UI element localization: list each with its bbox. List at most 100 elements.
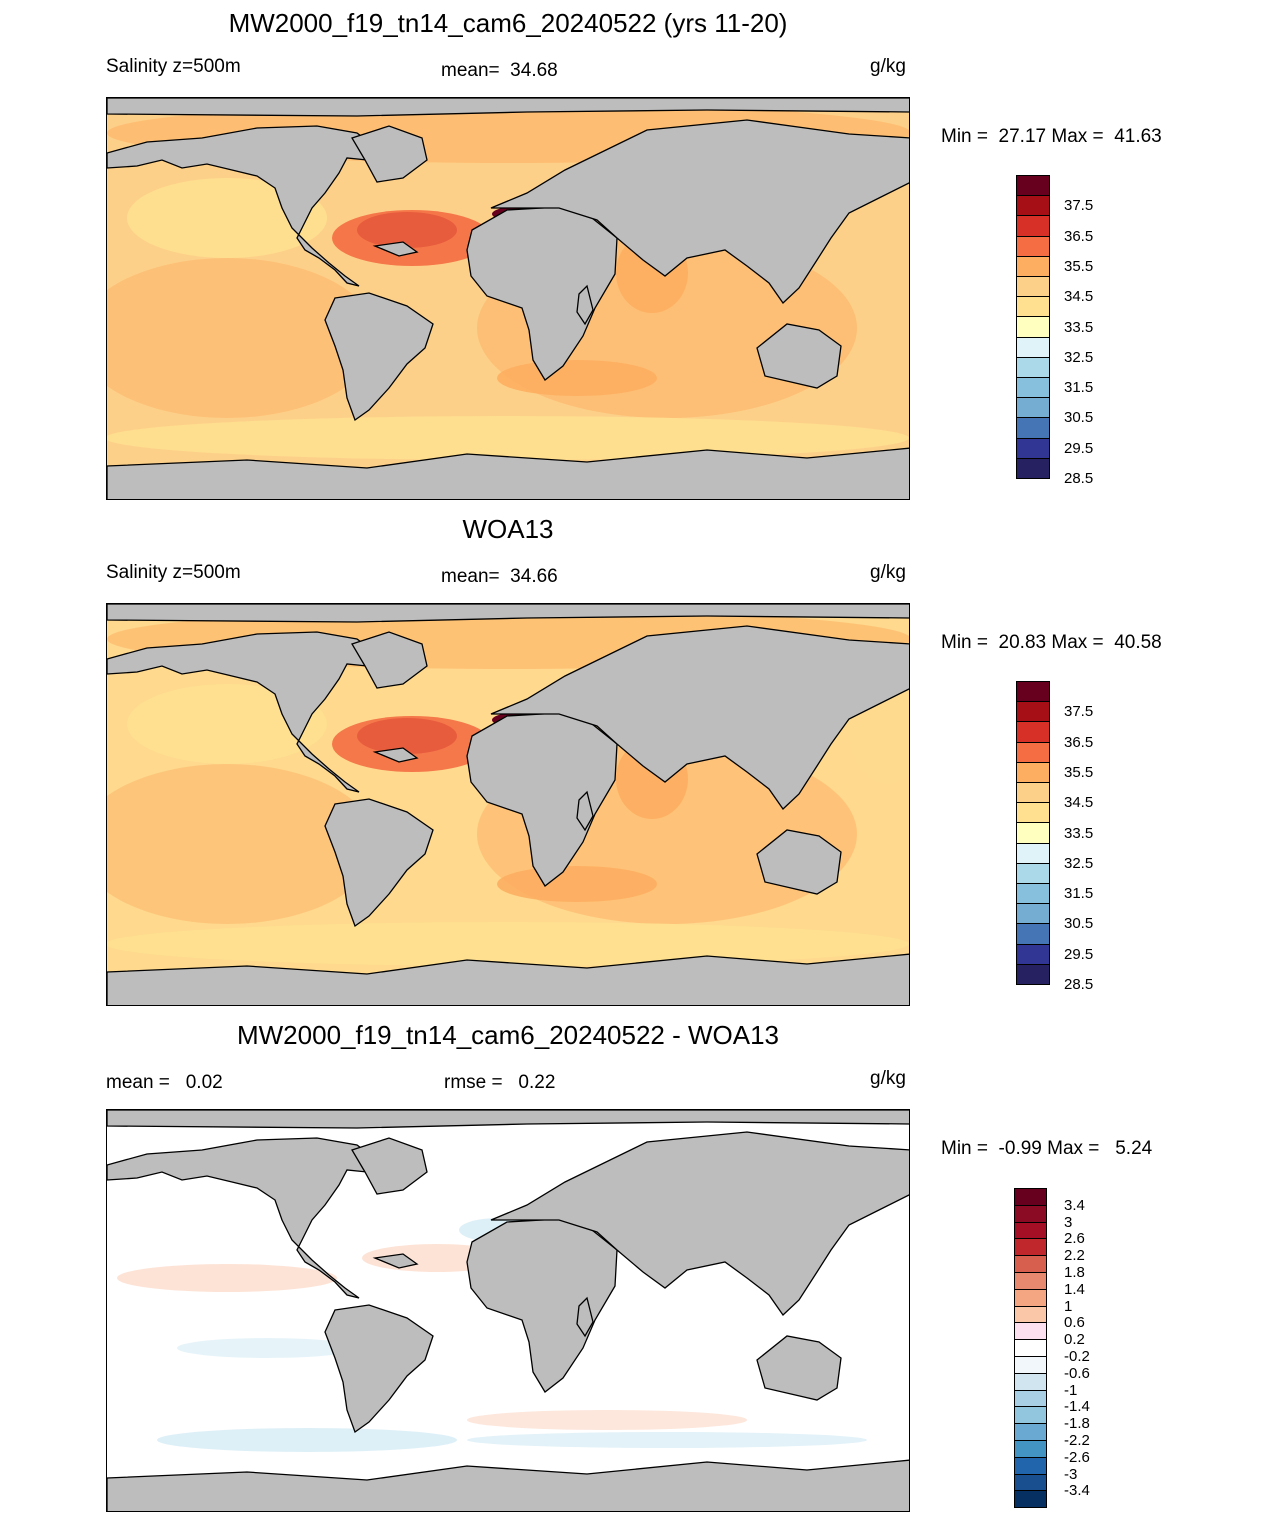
colorbar-swatch [1016,316,1050,338]
colorbar-label: 34.5 [1064,794,1094,812]
colorbar-swatch [1016,255,1050,277]
colorbar-swatch [1014,1322,1047,1341]
units-label: g/kg [870,562,906,583]
colorbar-label: 29.5 [1064,945,1094,963]
colorbar-label: 1.8 [1064,1264,1085,1281]
rmse-label: rmse = 0.22 [444,1072,556,1093]
colorbar-label: 29.5 [1064,439,1094,457]
colorbar-swatch [1016,336,1050,358]
model-panel: MW2000_f19_tn14_cam6_20240522 (yrs 11-20… [0,0,1285,506]
colorbar-swatch [1016,397,1050,419]
colorbar-swatch [1016,235,1050,257]
colorbar-label: 3.4 [1064,1196,1085,1214]
colorbar-label: 36.5 [1064,733,1094,751]
panel-title: MW2000_f19_tn14_cam6_20240522 (yrs 11-20… [228,8,788,38]
difference-panel: MW2000_f19_tn14_cam6_20240522 - WOA13 me… [0,1012,1285,1518]
colorbar-label: -1.4 [1064,1398,1090,1416]
colorbar-swatch [1016,276,1050,298]
colorbar-label: 0.2 [1064,1331,1085,1349]
colorbar-swatch [1014,1490,1047,1509]
colorbar-swatch [1016,741,1050,763]
colorbar-label: 28.5 [1064,976,1094,993]
colorbar-label: 34.5 [1064,288,1094,306]
salinity-map-model [106,97,910,500]
colorbar-label: -3 [1064,1465,1078,1483]
colorbar-swatch [1014,1288,1047,1307]
colorbar-swatch [1014,1255,1047,1273]
obs-panel: WOA13 Salinity z=500m mean= 34.66 g/kg M… [0,506,1285,1012]
colorbar-label: 0.6 [1064,1314,1085,1332]
units-label: g/kg [870,56,906,77]
colorbar-swatch [1016,923,1050,945]
colorbar-swatch [1016,963,1050,985]
colorbar-label: 35.5 [1064,763,1094,781]
colorbar-label: 3 [1064,1213,1073,1231]
colorbar-swatch [1016,175,1050,197]
colorbar-swatch [1016,943,1050,965]
colorbar-label: -2.6 [1064,1448,1090,1466]
colorbar-swatch [1016,356,1050,378]
colorbar-swatch [1014,1339,1047,1357]
colorbar-label: 36.5 [1064,227,1094,245]
colorbar-swatch [1016,457,1050,479]
panel-title: WOA13 [462,514,554,544]
colorbar-swatch [1016,862,1050,884]
salinity-map-obs [106,603,910,1006]
map-canvas [107,98,909,499]
colorbar-swatch [1016,842,1050,864]
colorbar-label: -1.8 [1064,1415,1090,1433]
colorbar-swatch [1016,215,1050,237]
colorbar-label: -1 [1064,1381,1078,1399]
colorbar-swatch [1014,1389,1047,1408]
colorbar-label: 28.5 [1064,470,1094,487]
mean-label: mean = 0.02 [106,1072,223,1093]
colorbar-label: 33.5 [1064,824,1094,842]
colorbar-swatch [1016,903,1050,925]
colorbar-swatch [1016,701,1050,723]
colorbar-label: 33.5 [1064,318,1094,336]
colorbar-label: 2.2 [1064,1247,1085,1265]
colorbar-swatch [1016,437,1050,459]
colorbar-label: -2.2 [1064,1432,1090,1449]
colorbar-label: 31.5 [1064,885,1094,903]
colorbar-swatch [1014,1204,1047,1223]
colorbar-swatch [1016,883,1050,905]
colorbar-swatch [1016,721,1050,743]
colorbar-label: 37.5 [1064,703,1094,721]
panel-title: MW2000_f19_tn14_cam6_20240522 - WOA13 [236,1020,779,1050]
colorbar-swatch [1014,1456,1047,1475]
units-label: g/kg [870,1068,906,1089]
colorbar-label: 1 [1064,1297,1073,1315]
min-max-label: Min = 20.83 Max = 40.58 [941,632,1162,653]
colorbar-swatch [1014,1356,1047,1374]
colorbar-label: 35.5 [1064,257,1094,275]
colorbar-swatch [1014,1406,1047,1425]
mean-label: mean= 34.68 [441,60,558,81]
colorbar-label: 31.5 [1064,379,1094,397]
colorbar-label: 32.5 [1064,854,1094,872]
map-canvas [107,604,909,1005]
mean-label: mean= 34.66 [441,566,558,587]
colorbar-swatch [1014,1188,1047,1206]
colorbar-label: 2.6 [1064,1230,1085,1248]
colorbar-label: 32.5 [1064,348,1094,366]
colorbar-swatch [1014,1372,1047,1391]
salinity-map-difference [106,1109,910,1512]
colorbar-swatch [1014,1221,1047,1240]
colorbar-swatch [1014,1423,1047,1441]
colorbar-swatch [1014,1473,1047,1492]
colorbar-swatch [1014,1440,1047,1458]
colorbar-swatch [1014,1305,1047,1324]
variable-label: Salinity z=500m [106,562,241,583]
map-canvas [107,1110,909,1511]
min-max-label: Min = 27.17 Max = 41.63 [941,126,1162,147]
colorbar-label: 37.5 [1064,197,1094,215]
colorbar-label: 30.5 [1064,915,1094,933]
colorbar-label: 30.5 [1064,409,1094,427]
colorbar-swatch [1016,822,1050,844]
colorbar-swatch [1016,417,1050,439]
colorbar-swatch [1016,377,1050,399]
colorbar-label: -3.4 [1064,1482,1090,1500]
colorbar-swatch [1014,1238,1047,1257]
colorbar-swatch [1016,195,1050,217]
